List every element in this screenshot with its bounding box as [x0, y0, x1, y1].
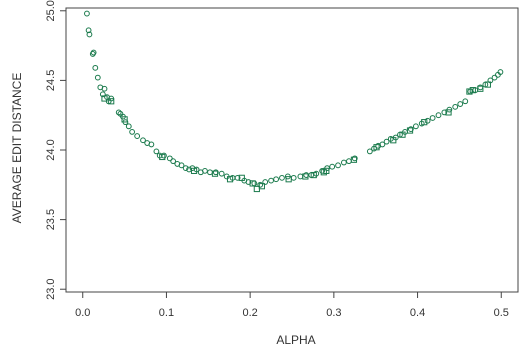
data-point-square — [399, 131, 406, 138]
data-point-circle — [101, 85, 108, 92]
data-point-square — [285, 176, 292, 183]
data-point-square — [121, 116, 128, 123]
data-point-circle — [245, 179, 252, 185]
data-point-circle — [435, 112, 442, 119]
data-point-circle — [429, 115, 436, 121]
data-point-circle — [207, 169, 213, 176]
data-point-square — [249, 180, 256, 187]
data-point-square — [469, 87, 476, 94]
data-point-circle — [251, 180, 258, 187]
data-point-square — [226, 176, 234, 183]
data-point-circle — [497, 69, 504, 75]
y-tick-label: 25.0 — [45, 0, 57, 21]
data-point-circle — [412, 123, 419, 130]
data-point-square — [406, 127, 414, 134]
y-axis: 23.0 23.5 24.0 24.5 25.0 — [45, 0, 66, 300]
x-tick-label: 0.0 — [75, 307, 90, 319]
data-point-circle — [212, 169, 219, 176]
data-point-square — [101, 95, 108, 102]
data-points — [84, 10, 504, 193]
data-point-circle — [85, 27, 92, 34]
data-point-circle — [407, 126, 414, 133]
x-tick-label: 0.5 — [494, 307, 509, 319]
data-point-square — [238, 174, 245, 181]
y-tick-label: 23.0 — [45, 279, 57, 300]
data-point-square — [159, 153, 166, 161]
x-axis-title: ALPHA — [276, 333, 315, 347]
y-tick-label: 24.0 — [45, 139, 57, 160]
data-point-square — [302, 173, 309, 180]
data-point-circle — [351, 155, 358, 162]
data-point-square — [323, 167, 330, 174]
x-axis: 0.0 0.1 0.2 0.3 0.4 0.5 — [75, 292, 509, 319]
data-point-circle — [202, 167, 208, 174]
data-point-circle — [268, 177, 274, 184]
data-point-square — [373, 144, 380, 151]
data-point-square — [421, 119, 428, 126]
data-point-circle — [457, 101, 464, 107]
data-point-circle — [153, 148, 160, 155]
y-tick-label: 23.5 — [45, 209, 57, 230]
data-point-circle — [125, 123, 132, 130]
data-point-circle — [346, 158, 352, 165]
plot-border — [65, 7, 519, 293]
data-point-circle — [319, 167, 326, 174]
data-point-square — [484, 81, 491, 88]
data-point-circle — [273, 176, 279, 183]
data-point-circle — [424, 117, 431, 124]
data-point-circle — [92, 64, 99, 71]
data-point-circle — [94, 74, 101, 81]
data-point-circle — [86, 31, 93, 38]
data-point-circle — [279, 174, 285, 181]
data-point-circle — [84, 10, 90, 17]
data-point-square — [466, 88, 473, 95]
data-point-circle — [178, 162, 185, 169]
data-point-circle — [335, 162, 341, 169]
data-point-circle — [90, 49, 97, 56]
data-point-circle — [166, 155, 173, 162]
data-point-square — [390, 137, 397, 144]
data-point-circle — [140, 137, 146, 144]
data-point-square — [211, 170, 219, 177]
data-point-circle — [218, 170, 225, 177]
data-point-square — [350, 156, 358, 163]
data-point-circle — [329, 163, 336, 170]
data-point-circle — [148, 141, 155, 148]
x-tick-label: 0.3 — [326, 307, 341, 319]
y-axis-title: AVERAGE EDIT DISTANCE — [10, 73, 24, 224]
data-point-circle — [297, 173, 304, 180]
data-point-circle — [290, 174, 297, 181]
data-point-circle — [452, 103, 459, 110]
data-point-circle — [441, 109, 448, 116]
data-point-circle — [99, 91, 106, 98]
data-point-circle — [366, 148, 373, 155]
data-point-circle — [462, 98, 469, 105]
data-point-square — [108, 98, 115, 105]
data-point-circle — [182, 165, 189, 171]
data-point-square — [190, 167, 198, 174]
data-point-circle — [134, 133, 141, 139]
data-point-circle — [340, 159, 347, 166]
plot-area — [65, 7, 519, 293]
y-tick-label: 24.5 — [45, 70, 57, 91]
x-tick-label: 0.1 — [159, 307, 174, 319]
data-point-circle — [491, 74, 498, 81]
x-tick-label: 0.4 — [410, 307, 425, 319]
data-point-circle — [170, 158, 177, 165]
data-point-circle — [262, 179, 269, 185]
data-point-square — [477, 85, 484, 92]
data-point-circle — [161, 152, 167, 159]
data-point-circle — [257, 181, 264, 188]
data-point-square — [445, 109, 452, 116]
data-point-circle — [234, 174, 241, 181]
x-tick-label: 0.2 — [242, 307, 257, 319]
data-point-circle — [129, 129, 136, 135]
data-point-circle — [383, 138, 390, 145]
data-point-square — [310, 171, 317, 179]
data-point-circle — [115, 109, 122, 116]
data-point-circle — [379, 141, 386, 148]
data-point-square — [258, 183, 265, 190]
